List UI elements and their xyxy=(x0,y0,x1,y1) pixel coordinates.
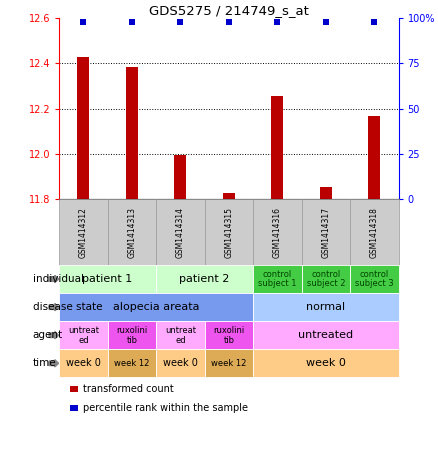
Text: week 12: week 12 xyxy=(114,359,149,368)
Text: patient 2: patient 2 xyxy=(180,274,230,284)
Bar xyxy=(271,96,283,199)
Text: GSM1414318: GSM1414318 xyxy=(370,207,379,258)
Text: percentile rank within the sample: percentile rank within the sample xyxy=(83,403,248,413)
Text: week 12: week 12 xyxy=(211,359,247,368)
Text: time: time xyxy=(33,358,57,368)
Text: week 0: week 0 xyxy=(66,358,101,368)
Text: disease state: disease state xyxy=(33,302,102,312)
Text: untreated: untreated xyxy=(298,330,353,340)
Text: GSM1414315: GSM1414315 xyxy=(224,207,233,258)
Bar xyxy=(126,67,138,199)
Bar xyxy=(368,116,380,199)
Bar xyxy=(78,57,89,199)
Text: control
subject 2: control subject 2 xyxy=(307,270,345,289)
Text: untreat
ed: untreat ed xyxy=(68,326,99,345)
Text: ruxolini
tib: ruxolini tib xyxy=(213,326,244,345)
Text: patient 1: patient 1 xyxy=(82,274,133,284)
Text: GSM1414316: GSM1414316 xyxy=(273,207,282,258)
Bar xyxy=(320,187,332,199)
Text: individual: individual xyxy=(33,274,84,284)
Text: untreat
ed: untreat ed xyxy=(165,326,196,345)
Text: week 0: week 0 xyxy=(163,358,198,368)
Title: GDS5275 / 214749_s_at: GDS5275 / 214749_s_at xyxy=(149,4,309,17)
Text: normal: normal xyxy=(306,302,346,312)
Text: GSM1414312: GSM1414312 xyxy=(79,207,88,258)
Text: ruxolini
tib: ruxolini tib xyxy=(116,326,148,345)
Text: control
subject 3: control subject 3 xyxy=(355,270,394,289)
Text: GSM1414317: GSM1414317 xyxy=(321,207,330,258)
Text: GSM1414314: GSM1414314 xyxy=(176,207,185,258)
Bar xyxy=(174,155,187,199)
Text: control
subject 1: control subject 1 xyxy=(258,270,297,289)
Bar xyxy=(223,193,235,199)
Text: agent: agent xyxy=(33,330,63,340)
Text: alopecia areata: alopecia areata xyxy=(113,302,199,312)
Text: transformed count: transformed count xyxy=(83,384,174,394)
Text: GSM1414313: GSM1414313 xyxy=(127,207,136,258)
Text: week 0: week 0 xyxy=(306,358,346,368)
